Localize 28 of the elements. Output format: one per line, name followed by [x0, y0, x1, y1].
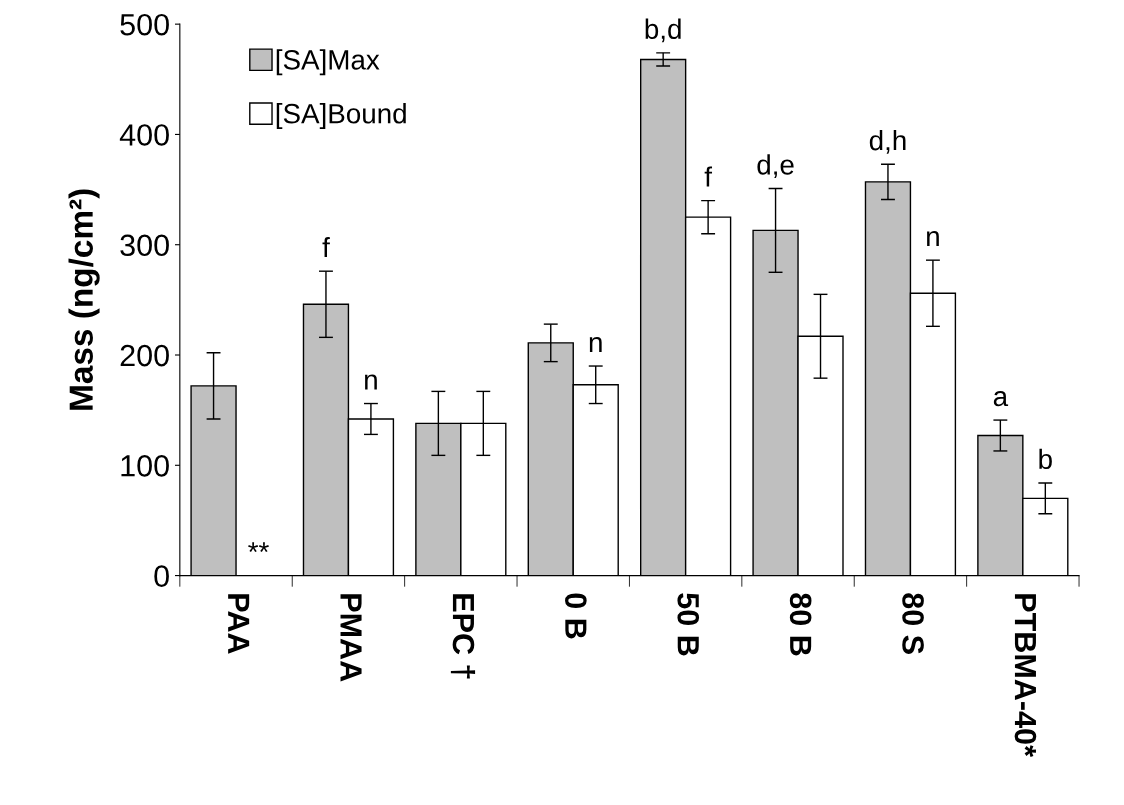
y-axis-title: Mass (ng/cm²): [68, 189, 100, 410]
annotation: f: [704, 166, 713, 187]
x-tick-label: 0 B: [565, 593, 587, 639]
legend-label: [SA]Max: [276, 49, 380, 76]
x-tick-label: PAA: [228, 594, 250, 654]
x-tick-label: 80 S: [902, 593, 924, 654]
annotation: n: [589, 336, 602, 352]
annotation: d,h: [869, 129, 906, 154]
annotation: b,d: [645, 18, 681, 43]
annotation: n: [927, 231, 939, 247]
annotation: a: [993, 391, 1009, 407]
annotation: n: [365, 374, 377, 390]
x-tick-label: 80 B: [789, 593, 812, 656]
y-tick-label: 500: [120, 13, 169, 36]
y-tick-label: 0: [154, 565, 169, 587]
legend-label: [SA]Bound: [276, 103, 406, 130]
annotation: d,e: [757, 154, 794, 178]
x-tick-label: PMAA: [340, 594, 362, 682]
y-tick-label: 300: [120, 234, 169, 257]
x-tick-label: EPC †: [450, 594, 476, 679]
annotation: **: [248, 542, 269, 553]
annotation: b: [1039, 448, 1052, 470]
annotation: f: [322, 236, 330, 258]
y-tick-label: 200: [120, 344, 169, 367]
y-tick-label: 400: [119, 124, 169, 146]
x-tick-label: 50 B: [677, 593, 700, 656]
y-tick-label: 100: [121, 455, 169, 477]
x-tick-label: PTBMA-40*: [1014, 594, 1037, 757]
